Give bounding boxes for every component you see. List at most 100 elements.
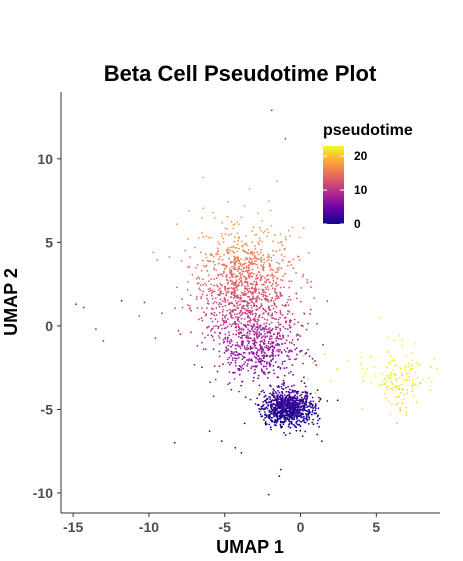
scatter-point	[198, 237, 200, 239]
scatter-point	[198, 287, 201, 290]
scatter-point	[256, 397, 259, 400]
scatter-point	[286, 313, 289, 315]
scatter-point	[241, 313, 243, 316]
scatter-point	[213, 301, 216, 303]
scatter-point	[186, 289, 189, 291]
scatter-point	[226, 350, 228, 352]
scatter-point	[336, 399, 339, 402]
scatter-point	[272, 280, 275, 282]
scatter-point	[233, 296, 236, 298]
scatter-point	[276, 344, 279, 347]
scatter-point	[236, 306, 239, 309]
scatter-point	[288, 324, 291, 327]
scatter-point	[281, 383, 284, 385]
scatter-point	[238, 373, 241, 376]
scatter-point	[415, 361, 418, 364]
scatter-point	[287, 390, 290, 393]
scatter-point	[238, 266, 241, 268]
scatter-point	[307, 322, 309, 325]
scatter-point	[282, 334, 284, 337]
scatter-point	[311, 421, 314, 424]
scatter-point	[306, 413, 309, 415]
scatter-point	[252, 376, 255, 379]
scatter-point	[314, 409, 317, 412]
scatter-point	[310, 403, 313, 406]
scatter-point	[202, 265, 205, 267]
scatter-point	[218, 243, 221, 246]
scatter-point	[294, 348, 296, 351]
scatter-point	[267, 231, 270, 234]
scatter-point	[217, 274, 220, 277]
scatter-point	[199, 289, 202, 291]
scatter-point	[258, 327, 261, 329]
scatter-point	[269, 275, 272, 277]
scatter-point	[280, 313, 282, 315]
scatter-point	[260, 405, 263, 408]
scatter-point	[260, 305, 262, 308]
scatter-point	[282, 325, 285, 328]
scatter-point	[291, 401, 294, 403]
scatter-point	[235, 285, 237, 287]
scatter-point	[195, 298, 198, 300]
scatter-point	[245, 292, 247, 295]
scatter-point	[244, 300, 247, 303]
scatter-point	[244, 270, 247, 273]
scatter-point	[272, 369, 275, 371]
scatter-point	[225, 347, 228, 350]
scatter-point	[288, 399, 290, 402]
scatter-point	[238, 247, 240, 250]
scatter-point	[326, 400, 329, 402]
scatter-point	[266, 331, 268, 333]
scatter-point	[317, 407, 320, 410]
scatter-point	[295, 272, 297, 274]
scatter-point	[266, 397, 268, 400]
scatter-point	[269, 403, 272, 405]
scatter-point	[187, 266, 189, 269]
scatter-point	[210, 317, 212, 320]
scatter-point	[250, 292, 253, 294]
scatter-point	[228, 356, 231, 359]
scatter-point	[256, 323, 259, 325]
scatter-point	[313, 406, 316, 409]
scatter-point	[291, 417, 293, 420]
scatter-point	[260, 352, 263, 354]
scatter-point	[255, 357, 258, 360]
scatter-point	[276, 350, 278, 352]
scatter-point	[212, 211, 214, 214]
scatter-point	[275, 421, 278, 424]
scatter-point	[260, 260, 263, 263]
scatter-point	[242, 367, 245, 370]
scatter-point	[295, 422, 298, 424]
scatter-point	[234, 259, 237, 262]
scatter-point	[195, 277, 198, 280]
scatter-point	[176, 286, 178, 289]
scatter-point	[416, 376, 419, 379]
scatter-point	[266, 235, 268, 238]
scatter-point	[207, 334, 209, 336]
scatter-point	[256, 264, 258, 266]
scatter-point	[294, 394, 296, 397]
scatter-point	[216, 320, 219, 323]
scatter-point	[269, 329, 272, 332]
scatter-point	[234, 309, 237, 311]
scatter-point	[264, 291, 267, 294]
scatter-point	[234, 361, 237, 364]
scatter-point	[237, 296, 240, 299]
scatter-point	[240, 268, 243, 271]
scatter-point	[207, 288, 210, 291]
scatter-point	[215, 284, 218, 286]
scatter-point	[239, 264, 242, 266]
scatter-point	[296, 420, 299, 423]
scatter-point	[281, 392, 284, 395]
scatter-point	[265, 363, 268, 365]
scatter-point	[202, 283, 204, 286]
scatter-point	[284, 420, 287, 422]
scatter-point	[267, 401, 270, 404]
scatter-point	[283, 421, 286, 423]
scatter-point	[251, 307, 253, 309]
scatter-point	[284, 350, 287, 353]
scatter-point	[276, 180, 279, 183]
scatter-point	[288, 409, 290, 412]
scatter-point	[234, 357, 237, 360]
